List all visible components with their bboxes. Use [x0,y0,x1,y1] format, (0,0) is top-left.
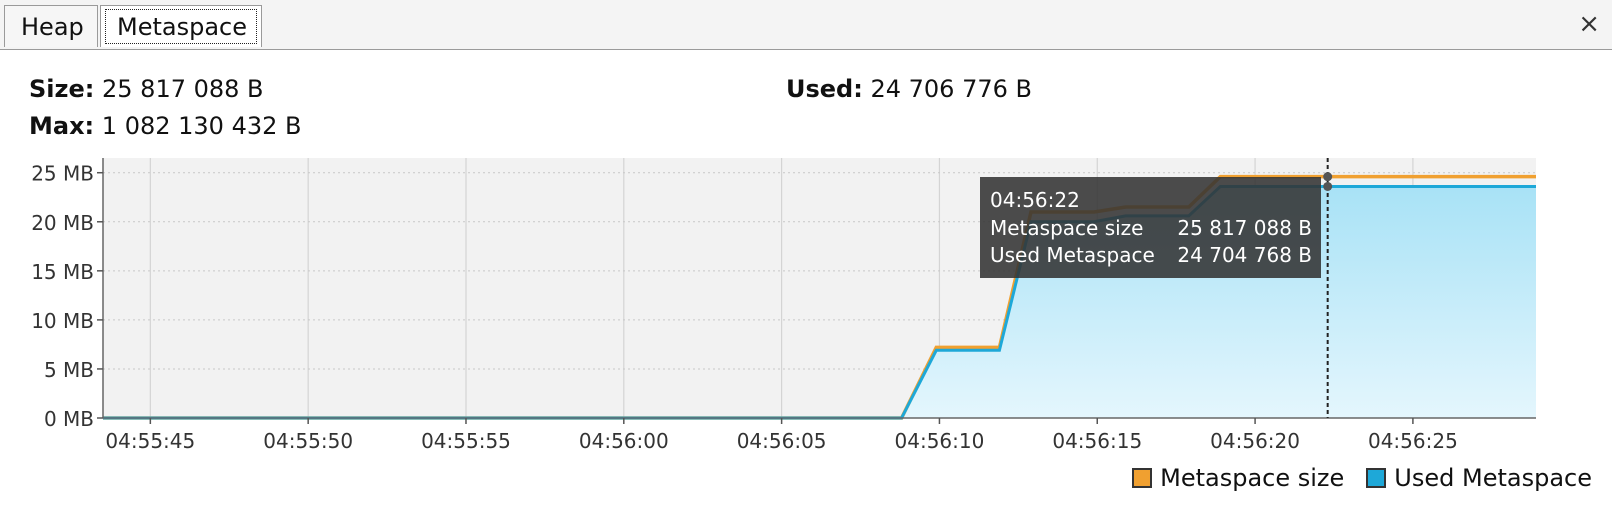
max-stat: Max: 1 082 130 432 B [29,111,301,141]
legend-swatch-used-metaspace [1366,468,1387,488]
max-value: 1 082 130 432 B [101,112,302,140]
x-tick-label: 04:56:05 [737,429,827,453]
y-tick-label: 20 MB [31,211,94,235]
y-tick-label: 15 MB [31,260,94,284]
y-tick-label: 5 MB [44,358,94,382]
x-tick-label: 04:55:45 [105,429,195,453]
used-stat: Used: 24 706 776 B [786,74,1032,104]
legend-label-used-metaspace: Used Metaspace [1394,464,1592,492]
cursor-marker-metaspace-size [1323,172,1333,182]
close-icon[interactable]: × [1578,9,1600,39]
x-tick-label: 04:56:00 [579,429,669,453]
tooltip-time: 04:56:22 [990,188,1080,212]
x-tick-label: 04:56:10 [895,429,985,453]
tab-heap-label: Heap [21,13,84,41]
chart-legend: Metaspace size Used Metaspace [1110,463,1592,493]
max-label: Max: [29,112,95,140]
size-value: 25 817 088 B [102,75,264,103]
tooltip-row-label: Metaspace size [990,216,1143,240]
legend-item-used-metaspace: Used Metaspace [1366,463,1592,493]
size-label: Size: [29,75,95,103]
used-label: Used: [786,75,863,103]
x-tick-label: 04:56:15 [1052,429,1142,453]
tooltip-row-value: 24 704 768 B [1177,243,1312,267]
tooltip-box [980,177,1321,278]
metaspace-chart[interactable]: 0 MB 5 MB 10 MB 15 MB 20 MB 25 MB 04:55:45 04:5… [0,150,1612,455]
tab-metaspace-label: Metaspace [117,13,247,41]
legend-label-metaspace-size: Metaspace size [1160,464,1345,492]
tab-heap[interactable]: Heap [4,5,98,47]
x-tick-label: 04:55:50 [263,429,353,453]
y-tick-label: 0 MB [44,407,94,431]
legend-swatch-metaspace-size [1132,468,1153,488]
legend-item-metaspace-size: Metaspace size [1132,463,1344,493]
size-stat: Size: 25 817 088 B [29,74,264,104]
cursor-marker-used-metaspace [1323,181,1333,191]
x-tick-label: 04:56:20 [1210,429,1300,453]
x-tick-label: 04:55:55 [421,429,511,453]
tooltip-row-label: Used Metaspace [990,243,1155,267]
y-tick-label: 10 MB [31,309,94,333]
used-value: 24 706 776 B [870,75,1032,103]
y-tick-label: 25 MB [31,162,94,186]
tooltip-row-value: 25 817 088 B [1177,216,1312,240]
tab-metaspace[interactable]: Metaspace [100,5,262,47]
focus-ring [105,9,257,44]
x-tick-label: 04:56:25 [1368,429,1458,453]
tab-bar: Heap Metaspace × [0,0,1612,50]
